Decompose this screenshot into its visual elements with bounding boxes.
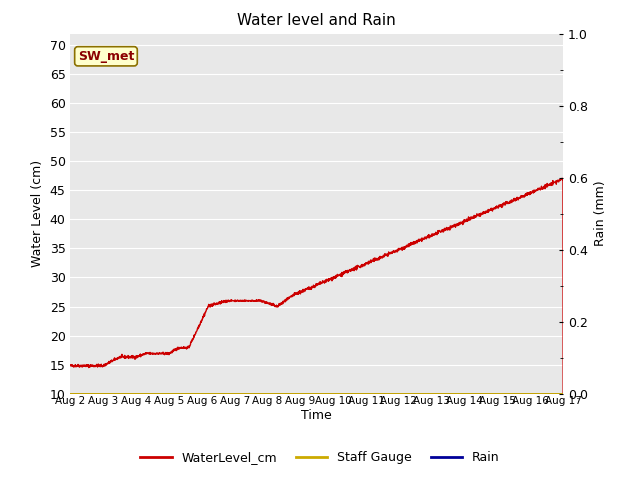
Staff Gauge [545,391,552,396]
Rain [92,391,99,396]
WaterLevel_cm [454,221,462,227]
Line: WaterLevel_cm: WaterLevel_cm [70,178,563,452]
WaterLevel_cm [559,449,567,455]
WaterLevel_cm [558,175,566,181]
Staff Gauge [454,391,462,396]
Staff Gauge [67,391,74,396]
WaterLevel_cm [306,284,314,290]
Staff Gauge [293,391,301,396]
Title: Water level and Rain: Water level and Rain [237,13,396,28]
Rain [306,391,314,396]
Staff Gauge [92,391,99,396]
WaterLevel_cm [293,290,301,296]
Rain [454,391,462,396]
Staff Gauge [545,391,553,396]
Rain [67,391,74,396]
Staff Gauge [306,391,314,396]
WaterLevel_cm [545,182,552,188]
Rain [293,391,301,396]
Legend: WaterLevel_cm, Staff Gauge, Rain: WaterLevel_cm, Staff Gauge, Rain [136,446,504,469]
WaterLevel_cm [92,363,99,369]
Staff Gauge [559,391,567,396]
X-axis label: Time: Time [301,409,332,422]
Rain [559,391,567,396]
WaterLevel_cm [545,182,553,188]
WaterLevel_cm [67,362,74,368]
Rain [545,391,552,396]
Rain [545,391,553,396]
Text: SW_met: SW_met [78,50,134,63]
Y-axis label: Rain (mm): Rain (mm) [594,181,607,246]
Y-axis label: Water Level (cm): Water Level (cm) [31,160,44,267]
